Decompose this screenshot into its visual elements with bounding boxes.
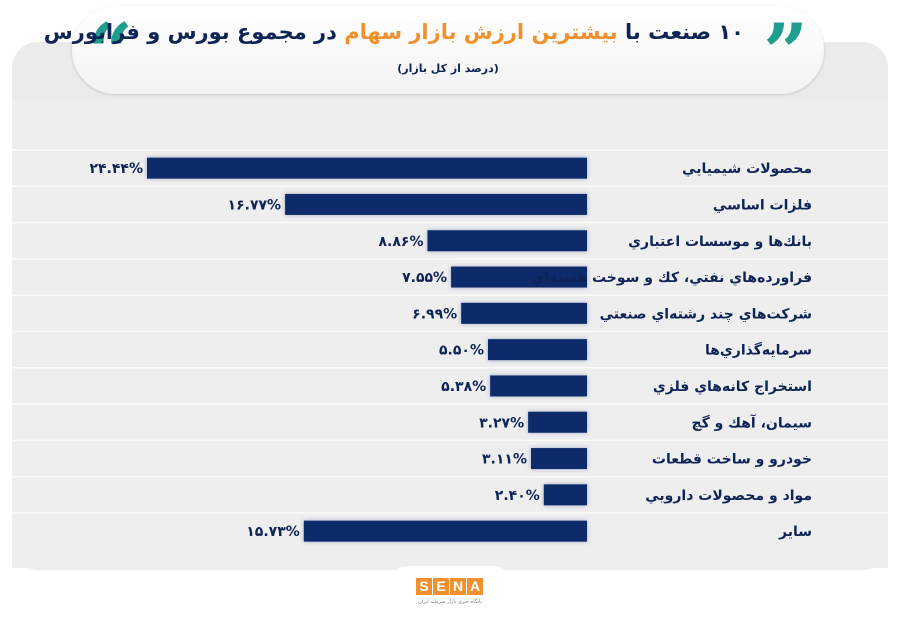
category-label: محصولات شيميايي [682,161,812,177]
chart-subtitle: (درصد از کل بازار) [397,62,499,75]
title-part1: ۱۰ صنعت با [617,20,744,44]
bar [528,411,587,433]
value-label: ۸.۸۶% [379,234,424,250]
category-label: بانك‌ها و موسسات اعتباري [628,234,812,251]
value-label: ۷.۵۵% [402,270,447,286]
bar [543,484,587,506]
category-label: فراورده‌هاي نفتي، كك و سوخت هسته‌اي [531,270,812,287]
sena-logo: S E N A [416,578,483,595]
title-banner: “ ” ۱۰ صنعت با بیشترین ارزش بازار سهام د… [44,6,824,98]
logo-letter: A [467,578,483,595]
bar [451,266,587,288]
category-label: مواد و محصولات دارويي [645,488,812,504]
category-label: سرمايه‌گذاري‌ها [705,342,812,360]
value-label: ۱۵.۷۳% [246,524,300,540]
category-label: شركت‌هاي چند رشته‌اي صنعتي [600,306,812,323]
title-part2: در مجموع بورس و فرابورس [43,20,345,44]
value-label: ۵.۵۰% [439,343,484,359]
bar [427,230,587,252]
bar [461,302,587,324]
value-label: ۱۶.۷۷% [228,197,282,213]
logo-letter: E [433,578,449,595]
category-label: خودرو و ساخت قطعات [652,452,812,468]
category-label: ساير [778,524,812,540]
value-label: ۵.۳۸% [441,379,486,395]
logo-area: S E N A پایگاه خبری بازار سرمایه ایران [386,566,514,616]
value-label: ۳.۲۷% [479,415,524,431]
logo-tagline: پایگاه خبری بازار سرمایه ایران [418,599,482,605]
bar [490,375,587,397]
bar [303,520,587,542]
value-label: ۶.۹۹% [412,306,457,322]
bar [285,193,587,215]
value-label: ۲.۴۰% [495,488,540,504]
quote-close-icon: ” [763,7,808,98]
value-label: ۲۴.۴۴% [89,161,143,177]
category-label: استخراج كانه‌هاي فلزي [653,379,812,396]
category-label: فلزات اساسي [713,197,812,213]
logo-letter: S [416,578,432,595]
bar [487,339,587,361]
title-highlight: بیشترین ارزش بازار سهام [344,20,618,44]
bar [531,448,587,470]
chart-title: ۱۰ صنعت با بیشترین ارزش بازار سهام در مج… [44,20,744,44]
value-label: ۳.۱۱% [482,452,527,468]
quote-open-icon: “ [88,7,133,98]
logo-letter: N [450,578,466,595]
bar [147,157,587,179]
category-label: سيمان، آهك و گچ [692,413,813,431]
